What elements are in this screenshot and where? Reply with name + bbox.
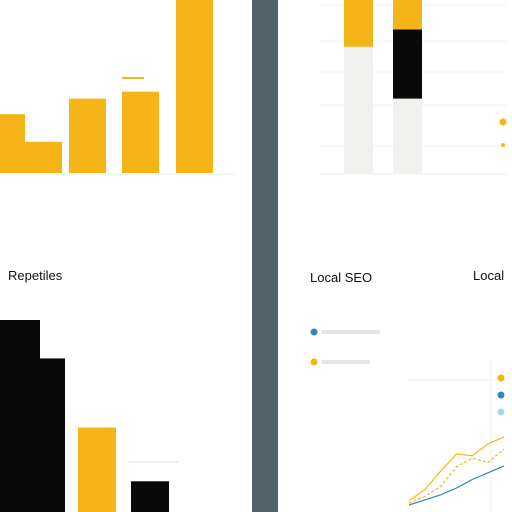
bar-chart-bottom-left [0,320,178,512]
bar-3-cap-marker [122,77,144,79]
bar-1-segment-1 [393,29,422,99]
legend-dot-blue [310,328,318,336]
legend-entry-1-placeholder [322,330,380,334]
line-chart-bottom-right [310,328,507,512]
bar-1 [40,358,65,512]
legend-dot-small [501,143,505,147]
bar-0 [0,320,40,512]
series-line-2 [408,465,505,506]
bar-2 [78,427,116,512]
stacked-bar-chart-top-right [319,0,507,175]
legend-dot-yellow [499,118,507,126]
left-chart-panel: Repetiles [0,0,250,512]
bar-4 [176,0,213,173]
bar-2 [69,98,106,173]
bar-3 [122,91,159,173]
right-chart-panel: Local SEO Local [279,0,512,512]
bar-1-segment-0 [393,98,422,173]
bar-0 [0,114,25,173]
bar-1-segment-2 [393,0,422,30]
bar-3 [131,481,169,512]
chart-title-repetiles: Repetiles [8,268,63,283]
side-dot-1 [497,391,505,399]
legend-dot-yellow [310,358,318,366]
side-dot-0 [497,374,505,382]
bar-0-segment-2 [344,0,373,47]
bar-chart-top-left [0,0,235,175]
panel-divider [252,0,278,512]
bar-1 [25,141,62,173]
series-line-0 [408,436,505,502]
series-line-1 [408,448,505,504]
legend-entry-2-placeholder [322,360,370,364]
bar-0-segment-0 [344,46,373,173]
chart-title-local: Local [473,268,505,283]
chart-title-local-seo: Local SEO [310,270,373,285]
side-dot-2 [497,408,505,416]
